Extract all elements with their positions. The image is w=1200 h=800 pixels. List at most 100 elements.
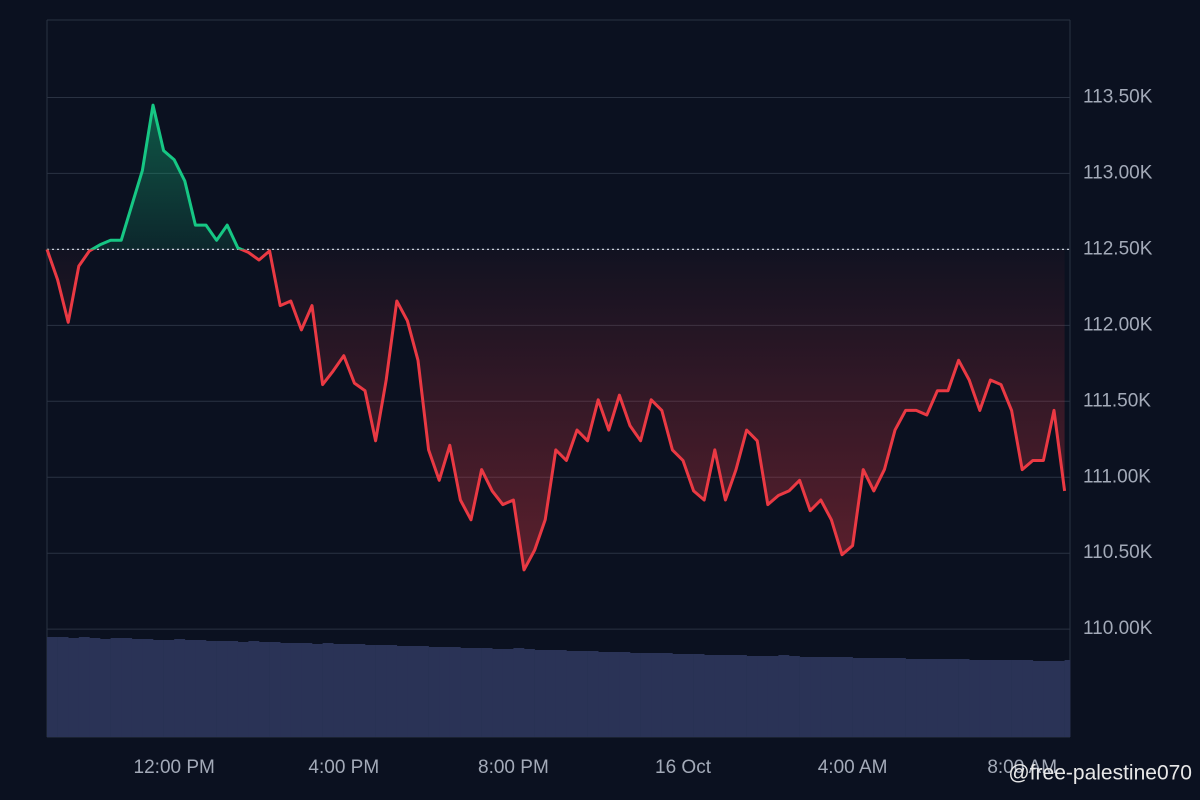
volume-bar — [312, 644, 323, 737]
volume-bar — [153, 640, 164, 737]
volume-bar — [174, 639, 186, 737]
volume-bar — [757, 656, 769, 737]
area-fill — [47, 105, 1065, 570]
volume-bar — [736, 655, 747, 737]
volume-bar — [778, 655, 790, 737]
volume-bar — [810, 657, 822, 737]
volume-bar — [142, 639, 154, 737]
y-tick-label: 110.00K — [1083, 618, 1153, 639]
volume-bar — [1054, 661, 1065, 737]
y-tick-label: 113.00K — [1083, 162, 1153, 183]
volume-bar — [587, 651, 599, 737]
volume-bar — [566, 651, 578, 737]
volume-bar — [343, 644, 355, 737]
volume-bar — [895, 658, 906, 737]
volume-bar — [725, 655, 737, 737]
volume-bar — [269, 642, 281, 737]
volume-bar — [396, 646, 408, 737]
volume-bar — [206, 641, 217, 737]
volume-bar — [110, 638, 122, 737]
volume-bar — [651, 653, 663, 737]
volume-bar — [608, 652, 620, 737]
volume-bar — [958, 659, 970, 737]
volume-bar — [979, 660, 991, 737]
volume-bar — [365, 645, 376, 737]
x-tick-label: 12:00 PM — [134, 757, 215, 778]
volume-bar — [216, 641, 228, 737]
volume-bar — [418, 646, 429, 737]
volume-bar — [290, 643, 302, 737]
volume-bar — [439, 647, 451, 737]
volume-bar — [746, 656, 758, 737]
volume-bar — [502, 649, 514, 737]
volume-bar — [969, 660, 981, 737]
volume-bar — [1064, 660, 1071, 737]
watermark: @free-palestine070 — [1008, 762, 1192, 785]
volume-bar — [990, 660, 1002, 737]
volume-bar — [640, 653, 652, 737]
volume-bar — [513, 648, 525, 737]
x-tick-label: 4:00 PM — [308, 757, 379, 778]
volume-bar — [195, 640, 207, 737]
volume-bar — [937, 659, 949, 737]
volume-bar — [100, 639, 111, 737]
volume-bar — [492, 649, 504, 737]
x-tick-label: 16 Oct — [655, 757, 712, 778]
volume-bar — [534, 650, 546, 737]
volume-bar — [57, 637, 69, 737]
volume-bar — [672, 654, 684, 737]
volume-bar — [767, 656, 779, 737]
volume-bar — [683, 654, 694, 737]
volume-bar — [322, 643, 334, 737]
volume-bar — [1001, 660, 1012, 737]
volume-bar — [131, 639, 143, 737]
volume-bar — [1011, 660, 1023, 737]
volume-bar — [714, 655, 726, 737]
volume-bar — [704, 655, 716, 737]
volume-bar — [799, 657, 811, 737]
volume-bar — [280, 643, 292, 737]
volume-bar — [916, 659, 928, 737]
volume-bar — [78, 637, 90, 737]
volume-bar — [630, 653, 641, 737]
volume-bar — [333, 644, 345, 737]
volume-bar — [661, 653, 673, 737]
x-tick-label: 4:00 AM — [818, 757, 888, 778]
volume-bar — [873, 658, 885, 737]
volume-bar — [577, 651, 588, 737]
volume-bar — [831, 657, 843, 737]
volume-bar — [545, 650, 557, 737]
volume-bar — [693, 654, 705, 737]
volume-bar — [852, 658, 864, 737]
volume-bar — [259, 642, 270, 737]
volume-bar — [884, 658, 896, 737]
x-tick-label: 8:00 AM — [987, 757, 1057, 778]
volume-bar — [471, 648, 482, 737]
volume-bar — [407, 646, 419, 737]
volume-bar — [375, 645, 387, 737]
y-tick-label: 110.50K — [1083, 542, 1153, 563]
volume-bar — [121, 638, 133, 737]
price-line — [45, 103, 1067, 572]
volume-bar — [89, 638, 101, 737]
volume-bar — [842, 657, 853, 737]
y-tick-label: 111.00K — [1083, 466, 1151, 487]
volume-bar — [163, 640, 175, 737]
volume-bar — [555, 650, 567, 737]
volume-bar — [184, 640, 196, 737]
volume-bar — [905, 659, 917, 737]
volume-bar — [354, 644, 366, 737]
volume-bar — [1032, 661, 1044, 737]
volume-bar — [301, 643, 313, 737]
volume-bar — [1043, 661, 1055, 737]
volume-bar — [1022, 660, 1034, 737]
volume-bar — [460, 648, 472, 737]
volume-bar — [386, 645, 398, 737]
volume-bar — [481, 648, 493, 737]
y-tick-label: 112.00K — [1083, 314, 1153, 335]
volume-bar — [926, 659, 938, 737]
volume-bar — [227, 641, 239, 737]
volume-bar — [248, 641, 260, 737]
